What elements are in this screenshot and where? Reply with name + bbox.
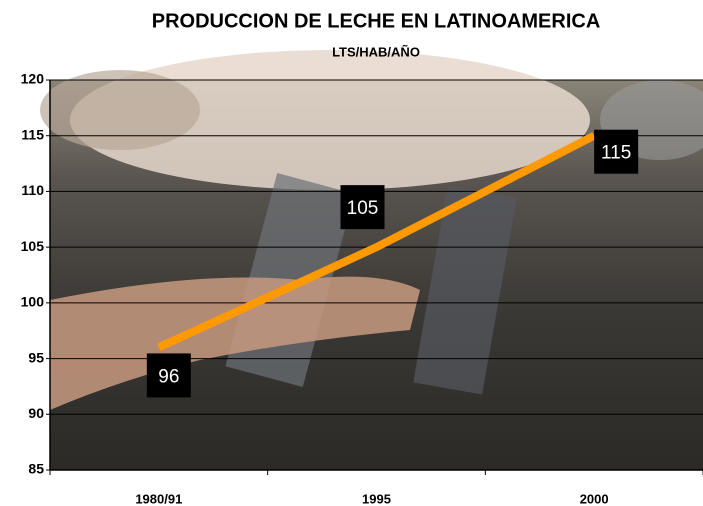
y-tick-label: 95 — [28, 349, 44, 365]
y-tick-label: 85 — [28, 461, 44, 477]
y-tick-label: 115 — [21, 126, 44, 142]
x-tick-label: 2000 — [580, 491, 609, 506]
photo-background — [40, 50, 703, 470]
data-label-box — [594, 129, 639, 174]
y-tick-label: 110 — [21, 182, 44, 198]
y-tick-label: 100 — [21, 294, 45, 310]
x-tick-label: 1995 — [362, 491, 391, 506]
y-tick-label: 105 — [21, 238, 45, 254]
data-label: 96 — [158, 366, 179, 387]
data-label-box — [340, 185, 385, 230]
y-tick-label: 120 — [21, 71, 45, 87]
chart-subtitle: LTS/HAB/AÑO — [332, 44, 420, 59]
data-label: 115 — [601, 143, 631, 164]
y-tick-label: 90 — [28, 405, 44, 421]
data-label: 105 — [347, 198, 379, 219]
data-line — [157, 132, 596, 352]
chart-title: PRODUCCION DE LECHE EN LATINOAMERICA — [152, 10, 601, 32]
data-label-box — [146, 353, 191, 398]
x-tick-label: 1980/91 — [135, 491, 182, 506]
